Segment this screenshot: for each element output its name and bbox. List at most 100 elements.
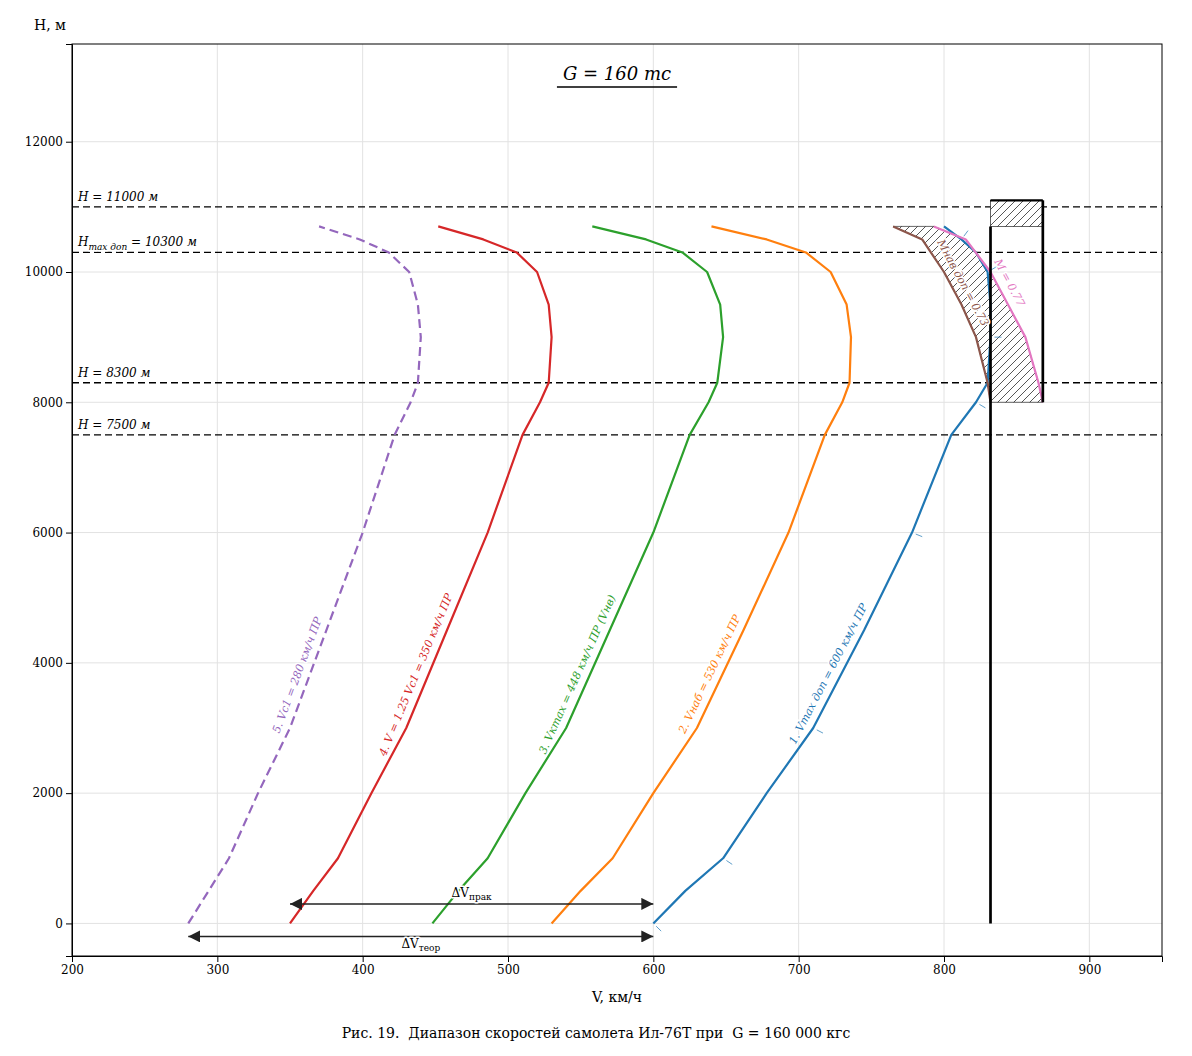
delta-arrow [188,936,653,938]
arrow-label-text: ΔV [452,886,470,900]
boundary-hatch [817,730,823,733]
tick-mark [944,956,945,962]
h-line-label-text: H = 8300 м [77,366,151,380]
tick-mark [66,923,72,924]
tick-label: 12000 [25,135,63,149]
tick: 800 [933,956,956,977]
tick-label: 6000 [32,526,63,540]
h-line-label-text: H = 11000 м [77,190,158,204]
tick: 700 [788,956,811,977]
chart: 2003004005006007008009000200040006000800… [0,0,1192,1056]
tick: 4000 [32,656,72,670]
tick: 12000 [25,135,72,149]
tick-mark [217,956,218,962]
marks [72,200,1162,936]
tick-label: 600 [642,963,665,977]
grid-line-y [72,141,1162,142]
arrow-label-text: ΔV [401,937,419,951]
boundary-hatch [979,404,985,408]
y-axis-label: H, м [34,17,66,33]
tick: 10000 [25,265,72,279]
grid-line-y [72,532,1162,533]
series-label-group: M = 0.77 [991,256,1027,309]
h-line-label: H = 8300 м [77,366,151,380]
hatch-region [893,226,1043,402]
tick-mark [66,402,72,403]
tick-mark [66,793,72,794]
tick-label: 800 [933,963,956,977]
h-line-label-text: H = 7500 м [77,418,151,432]
annotations: 1. Vmax доп = 600 км/ч ПР 2. Vнаб = 530 к… [77,63,1027,953]
tick-label: 700 [788,963,811,977]
grid-line-x [798,44,799,956]
series-label-group: 1. Vmax доп = 600 км/ч ПР [786,601,870,747]
title: G = 160 тс [563,63,671,84]
tick-mark [66,533,72,534]
tick-mark [508,956,509,962]
series-line [552,226,851,923]
h-line-label: Hmax доп = 10300 м [77,235,197,252]
series-label: 1. Vmax доп = 600 км/ч ПР [786,601,870,747]
boundary-hatch [995,337,1002,338]
grid [72,44,1162,956]
h-line-label-sub: max доп [88,242,127,252]
series-label: 5. Vc1 = 280 км/ч ПР [270,615,325,735]
tick-label: 900 [1078,963,1101,977]
tick: 2000 [32,786,72,800]
h-line-label: H = 11000 м [77,190,158,204]
series-label: M = 0.77 [991,256,1027,309]
plot-frame [72,44,1162,956]
arrow-label-sub: теор [419,943,441,953]
tick-label: 2000 [32,786,63,800]
grid-line-x [653,44,654,956]
tick: 6000 [32,526,72,540]
tick-mark [363,956,364,962]
tick-mark [799,956,800,962]
y-axis: 0 2000 4000 6000 8000 10000 12000 [25,45,73,957]
boundary-hatch [916,534,922,537]
grid-line-y [72,662,1162,663]
grid-line-x [508,44,509,956]
grid-line-x [217,44,218,956]
tick-label: 400 [352,963,375,977]
top-hatch-rect [991,200,1043,226]
h-line [72,434,1162,435]
tick-mark [66,663,72,664]
h-line-label-end: = 10300 м [127,235,197,249]
series-line [653,226,990,923]
tick-label: 8000 [32,396,63,410]
series-label: 3. Vкmax = 448 км/ч ПР (Vнв) [536,593,618,756]
tick-label: 300 [206,963,229,977]
series-label: 4. V = 1.25 Vc1 = 350 км/ч ПР [376,591,456,759]
h-line-label-text: H [77,235,89,249]
tick: 8000 [32,396,72,410]
series-line [934,226,1043,402]
title-underline [557,86,677,88]
tick: 900 [1078,956,1101,977]
tick-label: 0 [55,917,63,931]
grid-line-x [362,44,363,956]
tick: 300 [206,956,229,977]
tick-label: 10000 [25,265,63,279]
h-line-label: H = 7500 м [77,418,151,432]
arrow-label: ΔVтеор [401,937,440,953]
tick-mark [66,142,72,143]
tick-label: 500 [497,963,520,977]
tick: 500 [497,956,520,977]
tick-mark [653,956,654,962]
h-line [72,252,1162,253]
tick: 0 [55,917,72,931]
vertical-line [989,226,992,923]
vertical-line [1041,200,1044,402]
series-line [290,226,552,923]
top-line [991,199,1043,201]
tick: 600 [642,956,665,977]
arrow-label-sub: прак [469,892,492,902]
delta-arrow [290,903,653,905]
series-label-group: 2. Vнаб = 530 км/ч ПР [676,612,744,736]
series-label-group: 5. Vc1 = 280 км/ч ПР [270,615,325,735]
x-axis: 200300400500600700800900 [61,956,1162,977]
series-line [432,226,723,923]
arrow-label: ΔVпрак [452,886,492,902]
grid-line-y [72,793,1162,794]
